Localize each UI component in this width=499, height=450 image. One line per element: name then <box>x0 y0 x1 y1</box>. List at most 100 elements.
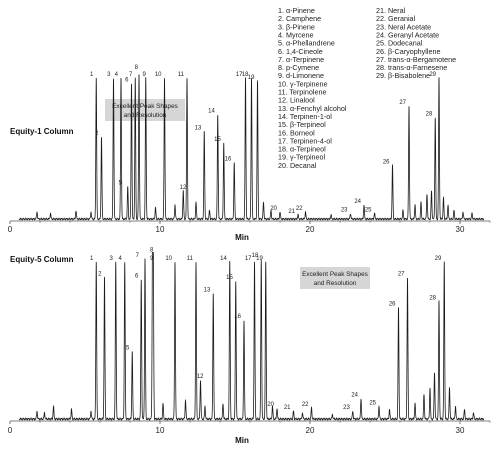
equity-1-ticks: 0 10 20 30 <box>8 221 491 234</box>
peak-label-8: 8 <box>150 247 154 253</box>
equity-5-trace <box>18 252 485 421</box>
peak-label-6: 6 <box>135 273 139 279</box>
tick-label-30: 30 <box>456 225 465 234</box>
peak-label-13: 13 <box>204 287 211 293</box>
legend-item: 8. p-Cymene <box>278 63 319 72</box>
peak-label-24: 24 <box>354 199 361 205</box>
legend-item: 4. Myrcene <box>278 31 314 40</box>
peak-label-3: 3 <box>109 256 113 262</box>
peak-label-4: 4 <box>118 256 122 262</box>
peak-label-15: 15 <box>214 137 221 143</box>
peak-label-2: 2 <box>98 272 102 278</box>
legend-item: 12. Linalool <box>278 96 315 105</box>
peak-label-5: 5 <box>126 346 130 352</box>
peak-label-21: 21 <box>288 209 295 215</box>
equity-5-panel: Equity-5 Column Excellent Peak Shapes an… <box>8 247 491 445</box>
equity-1-x-axis-label: Min <box>235 233 249 242</box>
legend-item: 22. Geranial <box>376 14 416 23</box>
tick-label-20: 20 <box>306 225 315 234</box>
peak-label-21: 21 <box>284 405 291 411</box>
peak-label-3: 3 <box>107 72 111 78</box>
peak-label-10: 10 <box>155 72 162 78</box>
legend-item: 18. α-Terpineol <box>278 145 326 154</box>
equity-1-trace <box>18 74 485 221</box>
peak-label-9: 9 <box>142 72 146 78</box>
peak-label-12: 12 <box>180 185 187 191</box>
legend-item: 3. β-Pinene <box>278 22 315 31</box>
peak-label-29: 29 <box>435 256 442 262</box>
peak-label-16: 16 <box>225 157 232 163</box>
tick-label-10: 10 <box>156 225 165 234</box>
legend-item: 21. Neral <box>376 6 406 15</box>
peak-label-18: 18 <box>252 253 259 259</box>
equity-1-callout-line-1: Excellent Peak Shapes <box>112 103 178 110</box>
equity-5-x-axis-label: Min <box>235 436 249 445</box>
peak-label-25: 25 <box>369 400 376 406</box>
peak-label-4: 4 <box>115 72 119 78</box>
peak-label-1: 1 <box>90 72 94 78</box>
peak-label-25: 25 <box>365 207 372 213</box>
equity-1-title: Equity-1 Column <box>10 127 74 136</box>
equity-5-callout-line-2: and Resolution <box>314 280 357 287</box>
peak-label-22: 22 <box>296 206 303 212</box>
legend-item: 10. γ-Terpinene <box>278 79 328 88</box>
equity-5-ticks: 0 10 20 30 <box>8 421 491 435</box>
legend-item: 17. Terpinen-4-ol <box>278 136 332 145</box>
peak-label-26: 26 <box>383 159 390 165</box>
equity-5-callout-box <box>300 267 370 289</box>
legend-item: 20. Decanal <box>278 161 317 170</box>
peak-label-15: 15 <box>226 275 233 281</box>
peak-label-5: 5 <box>118 181 122 187</box>
peak-label-26: 26 <box>389 302 396 308</box>
peak-label-10: 10 <box>165 256 172 262</box>
legend-item: 13. α-Fenchyl alcohol <box>278 104 347 113</box>
peak-label-18: 18 <box>242 72 249 78</box>
peak-label-28: 28 <box>426 112 433 118</box>
peak-label-11: 11 <box>178 72 185 78</box>
peak-label-16: 16 <box>234 314 241 320</box>
equity-5-title: Equity-5 Column <box>10 255 74 264</box>
equity-1-callout: Excellent Peak Shapes and Resolution <box>105 99 185 121</box>
peak-label-17: 17 <box>245 256 252 262</box>
equity-5-callout: Excellent Peak Shapes and Resolution <box>300 267 370 289</box>
peak-label-27: 27 <box>398 272 405 278</box>
peak-label-20: 20 <box>270 206 277 212</box>
legend-item: 25. Dodecanal <box>376 39 423 48</box>
peak-label-28: 28 <box>429 295 436 301</box>
peak-label-2: 2 <box>95 131 99 137</box>
peak-label-19: 19 <box>256 256 263 262</box>
legend-item: 11. Terpinolene <box>278 88 327 97</box>
legend-item: 23. Neral Acetate <box>376 22 431 31</box>
legend-item: 2. Camphene <box>278 14 321 23</box>
legend-item: 15. β-Terpineol <box>278 120 326 129</box>
peak-label-7: 7 <box>136 253 140 259</box>
legend-item: 16. Borneol <box>278 128 315 137</box>
peak-label-23: 23 <box>341 207 348 213</box>
peak-label-19: 19 <box>248 75 255 81</box>
peak-label-12: 12 <box>197 374 204 380</box>
legend-item: 1. α-Pinene <box>278 6 315 15</box>
peak-label-7: 7 <box>129 72 133 78</box>
equity-1-panel: Equity-1 Column Excellent Peak Shapes an… <box>8 65 491 242</box>
legend-item: 27. trans-α-Bergamotene <box>376 55 456 64</box>
peak-label-11: 11 <box>187 256 194 262</box>
peak-label-9: 9 <box>150 256 154 262</box>
peak-label-14: 14 <box>208 109 215 115</box>
peak-label-6: 6 <box>125 78 129 84</box>
legend-item: 24. Geranyl Acetate <box>376 31 439 40</box>
tick-label-30: 30 <box>456 426 465 435</box>
legend-item: 14. Terpinen-1-ol <box>278 112 332 121</box>
legend-item: 29. β-Bisabolene <box>376 71 430 80</box>
peak-label-22: 22 <box>302 402 309 408</box>
legend-item: 19. γ-Terpineol <box>278 153 326 162</box>
legend-item: 6. 1,4-Cineole <box>278 47 323 56</box>
tick-label-0: 0 <box>8 225 13 234</box>
legend-item: 28. trans-α-Farnesene <box>376 63 447 72</box>
peak-label-13: 13 <box>195 126 202 132</box>
peak-label-20: 20 <box>267 402 274 408</box>
